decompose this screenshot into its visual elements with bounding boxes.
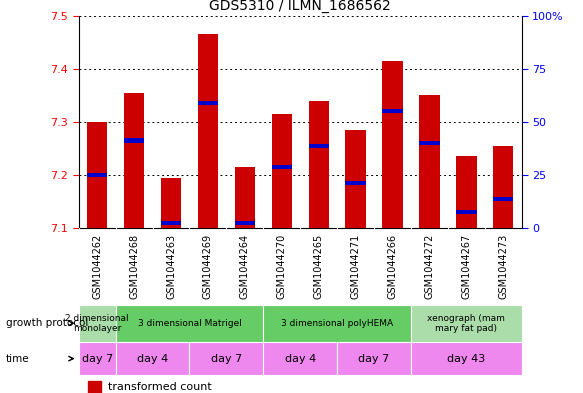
Text: 2 dimensional
monolayer: 2 dimensional monolayer <box>65 314 129 333</box>
Bar <box>115 342 189 375</box>
Bar <box>411 342 522 375</box>
Text: day 7: day 7 <box>82 354 113 364</box>
Bar <box>456 156 476 228</box>
Bar <box>198 34 218 228</box>
Bar <box>115 305 264 342</box>
Text: GSM1044271: GSM1044271 <box>350 234 361 299</box>
Bar <box>382 109 403 113</box>
Bar <box>87 122 107 228</box>
Bar <box>411 305 522 342</box>
Text: growth protocol: growth protocol <box>6 318 88 328</box>
Bar <box>456 210 476 214</box>
Bar <box>346 130 366 228</box>
Text: day 7: day 7 <box>211 354 242 364</box>
Text: xenograph (mam
mary fat pad): xenograph (mam mary fat pad) <box>427 314 505 333</box>
Bar <box>198 101 218 105</box>
Bar <box>264 342 337 375</box>
Text: GSM1044272: GSM1044272 <box>424 234 434 299</box>
Bar <box>308 143 329 148</box>
Bar <box>79 305 115 342</box>
Bar <box>264 305 411 342</box>
Text: 3 dimensional polyHEMA: 3 dimensional polyHEMA <box>281 319 393 328</box>
Text: GSM1044273: GSM1044273 <box>498 234 508 299</box>
Text: GSM1044262: GSM1044262 <box>92 234 102 299</box>
Title: GDS5310 / ILMN_1686562: GDS5310 / ILMN_1686562 <box>209 0 391 13</box>
Text: GSM1044264: GSM1044264 <box>240 234 250 299</box>
Bar <box>419 95 440 228</box>
Text: GSM1044269: GSM1044269 <box>203 234 213 299</box>
Bar <box>189 342 264 375</box>
Text: 3 dimensional Matrigel: 3 dimensional Matrigel <box>138 319 241 328</box>
Text: day 4: day 4 <box>285 354 316 364</box>
Text: GSM1044267: GSM1044267 <box>461 234 472 299</box>
Text: GSM1044268: GSM1044268 <box>129 234 139 299</box>
Text: time: time <box>6 354 30 364</box>
Text: GSM1044265: GSM1044265 <box>314 234 324 299</box>
Bar <box>272 165 292 169</box>
Bar <box>308 101 329 228</box>
Bar <box>235 167 255 228</box>
Bar <box>124 138 144 143</box>
Text: day 4: day 4 <box>137 354 168 364</box>
Bar <box>346 181 366 185</box>
Text: transformed count: transformed count <box>107 382 211 392</box>
Bar <box>382 61 403 228</box>
Text: GSM1044270: GSM1044270 <box>277 234 287 299</box>
Text: day 43: day 43 <box>447 354 486 364</box>
Bar <box>87 173 107 177</box>
Bar <box>493 146 514 228</box>
Bar <box>87 381 101 393</box>
Bar <box>272 114 292 228</box>
Text: GSM1044263: GSM1044263 <box>166 234 176 299</box>
Bar <box>493 196 514 201</box>
Text: GSM1044266: GSM1044266 <box>388 234 398 299</box>
Text: day 7: day 7 <box>359 354 389 364</box>
Bar <box>419 141 440 145</box>
Bar <box>124 93 144 228</box>
Bar <box>337 342 411 375</box>
Bar <box>79 342 115 375</box>
Bar <box>235 220 255 225</box>
Bar <box>161 220 181 225</box>
Bar <box>161 178 181 228</box>
